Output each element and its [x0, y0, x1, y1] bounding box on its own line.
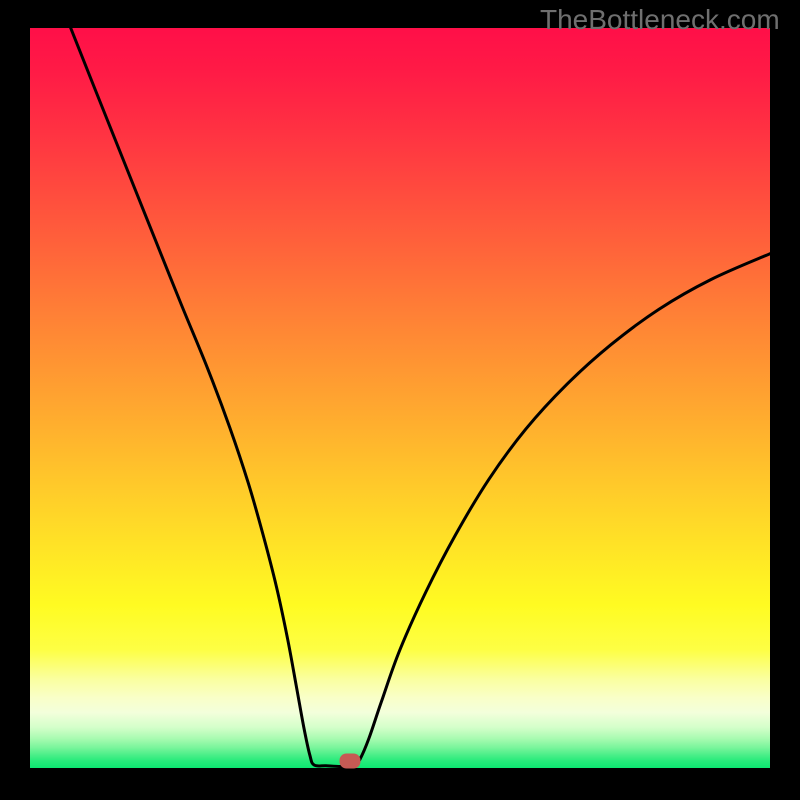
watermark-text: TheBottleneck.com	[540, 4, 780, 36]
optimal-point-marker	[339, 753, 361, 769]
v-curve	[30, 28, 770, 768]
chart-plot-area	[30, 28, 770, 768]
